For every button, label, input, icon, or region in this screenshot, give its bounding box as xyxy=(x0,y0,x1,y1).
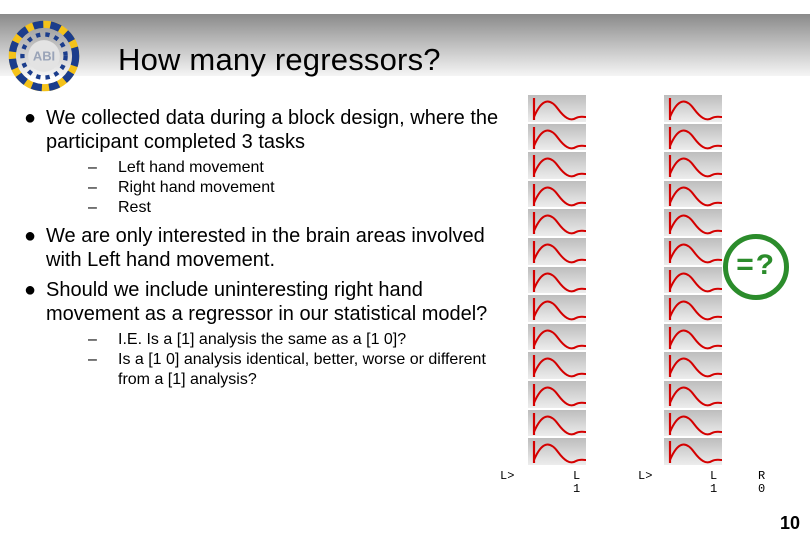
glm-row xyxy=(528,267,586,294)
glm-row xyxy=(664,410,722,437)
dash-icon: – xyxy=(88,198,118,218)
glm-row xyxy=(528,438,586,465)
equals-question-badge: =? xyxy=(723,234,789,300)
glm-row xyxy=(528,209,586,236)
strip-label: L> xyxy=(500,470,514,483)
bullet-text: We collected data during a block design,… xyxy=(46,106,520,154)
bullet-3: ● Should we include uninteresting right … xyxy=(24,278,520,326)
sub-text: Left hand movement xyxy=(118,158,264,178)
bullet-list: ● We are only interested in the brain ar… xyxy=(24,224,520,326)
glm-strip-left xyxy=(528,95,586,465)
bullet-2: ● We are only interested in the brain ar… xyxy=(24,224,520,272)
sub-text: I.E. Is a [1] analysis the same as a [1 … xyxy=(118,330,406,350)
glm-row xyxy=(664,352,722,379)
glm-row xyxy=(664,438,722,465)
slide-title: How many regressors? xyxy=(118,42,441,78)
sub-bullet: –Is a [1 0] analysis identical, better, … xyxy=(88,350,520,390)
glm-row xyxy=(528,124,586,151)
glm-row xyxy=(664,95,722,122)
glm-row xyxy=(664,152,722,179)
bullet-list: ● We collected data during a block desig… xyxy=(24,106,520,154)
glm-row xyxy=(664,324,722,351)
glm-row xyxy=(528,152,586,179)
glm-row xyxy=(528,238,586,265)
glm-row xyxy=(528,95,586,122)
glm-row xyxy=(528,410,586,437)
strip-label: L 1 xyxy=(710,470,717,496)
glm-row xyxy=(664,181,722,208)
sub-bullet: –Rest xyxy=(88,198,520,218)
bullet-1: ● We collected data during a block desig… xyxy=(24,106,520,154)
glm-row xyxy=(664,209,722,236)
glm-row xyxy=(528,181,586,208)
bullet-icon: ● xyxy=(24,106,46,154)
bullet-icon: ● xyxy=(24,224,46,272)
bullet-text: Should we include uninteresting right ha… xyxy=(46,278,520,326)
bullet-3-subs: –I.E. Is a [1] analysis the same as a [1… xyxy=(88,330,520,390)
sub-bullet: –Right hand movement xyxy=(88,178,520,198)
glm-row xyxy=(664,381,722,408)
strip-label: L 1 xyxy=(573,470,580,496)
bullet-1-subs: –Left hand movement –Right hand movement… xyxy=(88,158,520,218)
bullet-icon: ● xyxy=(24,278,46,326)
dash-icon: – xyxy=(88,350,118,390)
glm-row xyxy=(528,352,586,379)
glm-row xyxy=(528,381,586,408)
sub-bullet: –Left hand movement xyxy=(88,158,520,178)
glm-strip-right xyxy=(664,95,722,465)
slide: ABI How many regressors? ● We collected … xyxy=(0,0,810,540)
abi-logo: ABI xyxy=(8,20,80,92)
strip-label: L> xyxy=(638,470,652,483)
glm-row xyxy=(528,324,586,351)
glm-row xyxy=(664,124,722,151)
dash-icon: – xyxy=(88,158,118,178)
sub-text: Is a [1 0] analysis identical, better, w… xyxy=(118,350,520,390)
body-text: ● We collected data during a block desig… xyxy=(24,100,520,396)
header: ABI How many regressors? xyxy=(0,14,810,76)
dash-icon: – xyxy=(88,178,118,198)
glm-row xyxy=(664,238,722,265)
sub-bullet: –I.E. Is a [1] analysis the same as a [1… xyxy=(88,330,520,350)
page-number: 10 xyxy=(780,513,800,534)
glm-row xyxy=(664,295,722,322)
svg-text:ABI: ABI xyxy=(33,48,55,63)
sub-text: Right hand movement xyxy=(118,178,275,198)
bullet-text: We are only interested in the brain area… xyxy=(46,224,520,272)
strip-label: R 0 xyxy=(758,470,765,496)
glm-row xyxy=(664,267,722,294)
dash-icon: – xyxy=(88,330,118,350)
glm-row xyxy=(528,295,586,322)
sub-text: Rest xyxy=(118,198,151,218)
